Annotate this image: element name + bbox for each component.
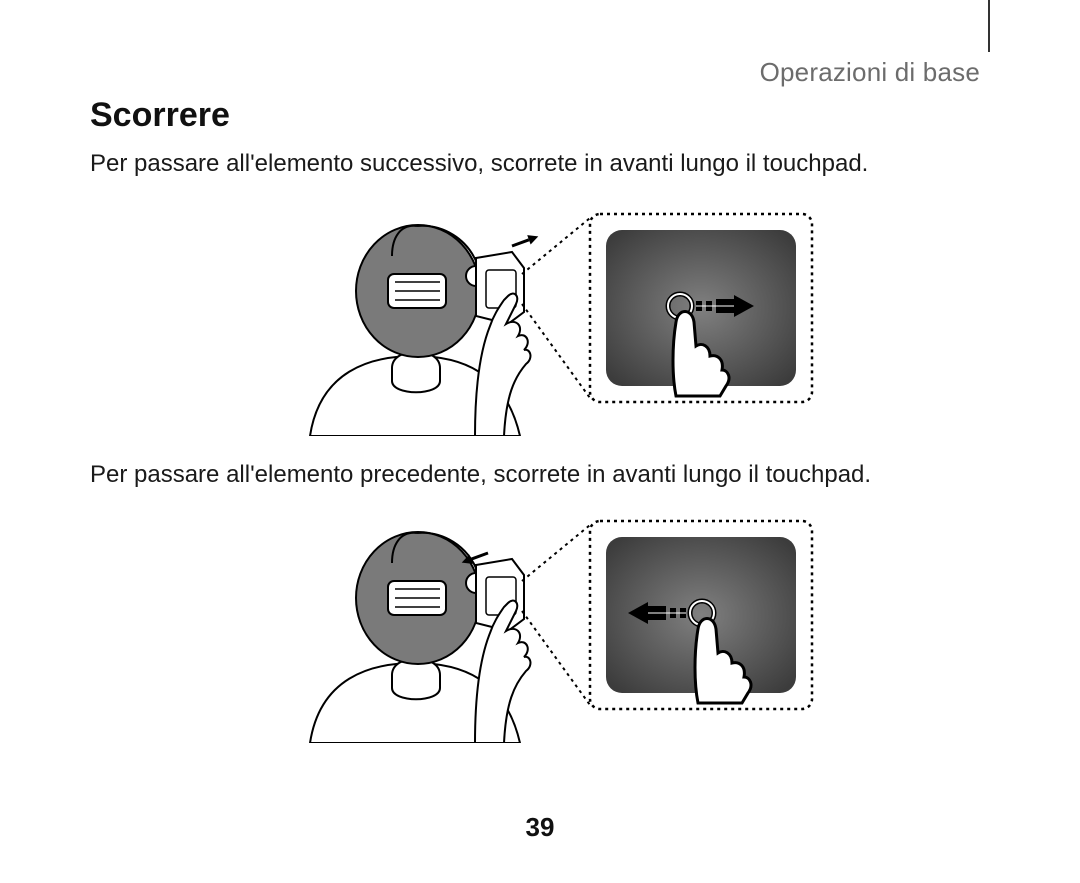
paragraph-swipe-forward: Per passare all'elemento successivo, sco… xyxy=(90,148,990,180)
swipe-backward-illustration xyxy=(300,503,820,743)
chapter-title: Operazioni di base xyxy=(760,57,980,88)
top-right-rule xyxy=(988,0,990,52)
figure-swipe-backward xyxy=(300,503,820,743)
figure-swipe-forward xyxy=(300,196,820,436)
manual-page: Operazioni di base Scorrere Per passare … xyxy=(0,0,1080,883)
swipe-forward-illustration xyxy=(300,196,820,436)
section-heading: Scorrere xyxy=(90,96,230,135)
page-number: 39 xyxy=(0,812,1080,843)
paragraph-swipe-backward: Per passare all'elemento precedente, sco… xyxy=(90,459,990,491)
